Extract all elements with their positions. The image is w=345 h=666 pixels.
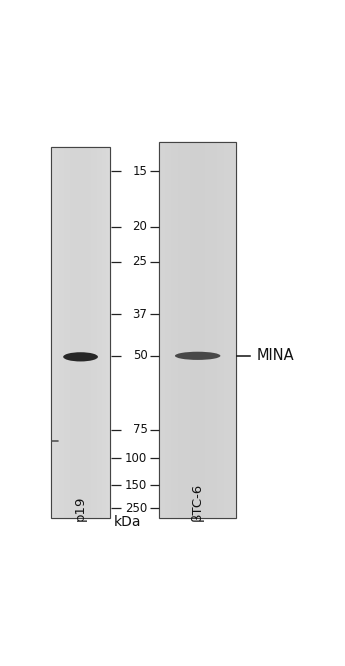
- Text: 250: 250: [125, 501, 147, 515]
- Text: 25: 25: [132, 256, 147, 268]
- Bar: [51, 147, 110, 518]
- Text: kDa: kDa: [114, 515, 141, 529]
- Text: p19: p19: [74, 496, 87, 521]
- Text: 75: 75: [132, 423, 147, 436]
- Text: 15: 15: [132, 165, 147, 178]
- Text: 20: 20: [132, 220, 147, 233]
- Ellipse shape: [63, 352, 98, 362]
- Text: 50: 50: [132, 350, 147, 362]
- Text: βTC-6: βTC-6: [191, 483, 204, 521]
- Ellipse shape: [175, 352, 220, 360]
- Bar: [159, 143, 236, 518]
- Text: MINA: MINA: [257, 348, 295, 364]
- Text: 100: 100: [125, 452, 147, 465]
- Text: 150: 150: [125, 479, 147, 492]
- Text: 37: 37: [132, 308, 147, 321]
